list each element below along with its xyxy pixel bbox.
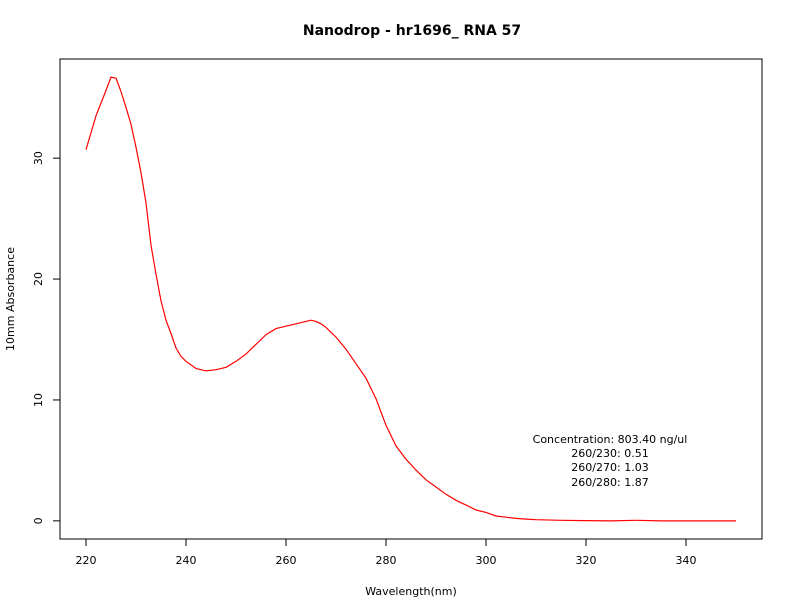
x-axis: 220 240 260 280 300 320 340 <box>76 539 697 567</box>
x-tick-label: 260 <box>276 554 297 567</box>
annotation-ratio-230: 260/230: 0.51 <box>571 447 648 460</box>
x-tick-label: 220 <box>76 554 97 567</box>
plot-frame <box>59 58 763 540</box>
y-tick-label: 30 <box>32 151 45 165</box>
annotation-ratio-280: 260/280: 1.87 <box>571 476 648 489</box>
x-tick-label: 340 <box>676 554 697 567</box>
absorbance-line <box>85 76 736 522</box>
chart-title: Nanodrop - hr1696_ RNA 57 <box>303 23 521 39</box>
y-tick-label: 10 <box>32 393 45 407</box>
x-tick-label: 240 <box>176 554 197 567</box>
x-tick-label: 280 <box>376 554 397 567</box>
y-tick-label: 0 <box>32 517 45 524</box>
annotation-ratio-270: 260/270: 1.03 <box>571 461 648 474</box>
y-axis: 0 10 20 30 <box>32 151 60 524</box>
x-tick-label: 320 <box>576 554 597 567</box>
y-tick-label: 20 <box>32 272 45 286</box>
annotation-concentration: Concentration: 803.40 ng/ul <box>533 433 688 446</box>
annotation-block: Concentration: 803.40 ng/ul 260/230: 0.5… <box>533 433 688 489</box>
y-axis-label: 10mm Absorbance <box>4 247 17 351</box>
x-axis-label: Wavelength(nm) <box>365 585 457 598</box>
x-tick-label: 300 <box>476 554 497 567</box>
